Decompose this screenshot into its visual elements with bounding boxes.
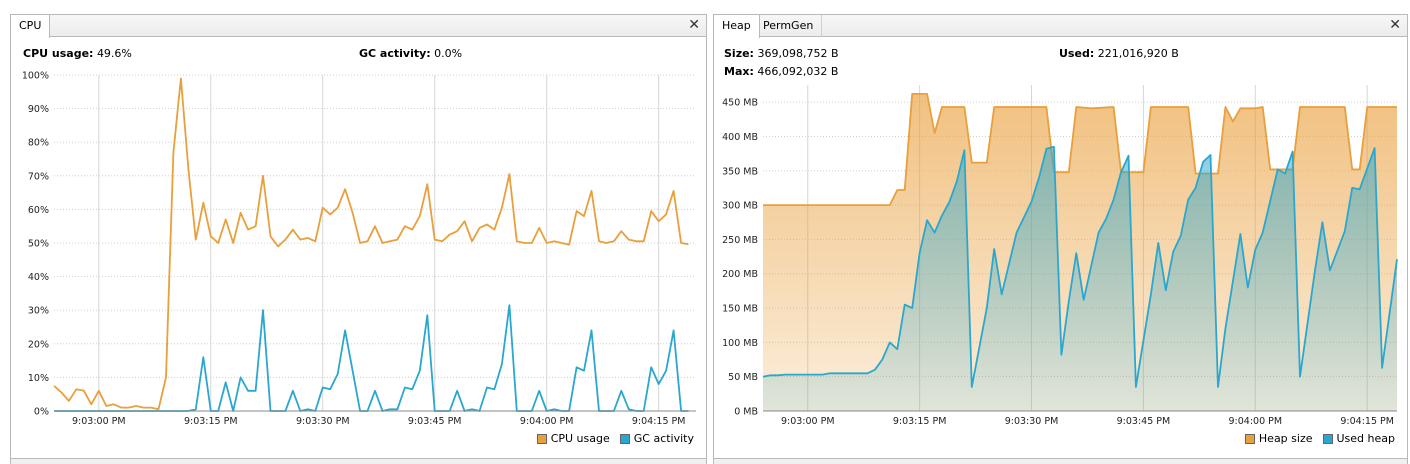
x-tick-label: 9:04:15 PM	[632, 416, 686, 425]
y-tick-label: 100 MB	[722, 338, 758, 349]
y-tick-label: 60%	[28, 205, 49, 216]
cpu-panel: CPU ✕ CPU usage: 49.6% GC activity: 0.0%…	[10, 14, 707, 464]
legend-cpu-usage: CPU usage	[536, 432, 610, 445]
cpu-tab-bar: CPU ✕	[11, 15, 706, 38]
cpu-chart: 9:03:00 PM 9:03:15 PM 9:03:30 PM 9:03:45 PM…	[22, 71, 696, 425]
y-tick-label: 0 MB	[734, 407, 758, 418]
cpu-usage-stat: CPU usage: 49.6%	[23, 47, 132, 60]
y-tick-label: 50%	[28, 239, 49, 250]
y-tick-label: 30%	[28, 306, 49, 317]
tab-cpu[interactable]: CPU	[11, 15, 51, 38]
y-tick-label: 300 MB	[722, 201, 758, 212]
heap-used-stat: Used: 221,016,920 B	[1059, 47, 1179, 60]
x-tick-label: 9:03:45 PM	[408, 416, 462, 425]
heap-used-label: Used:	[1059, 47, 1095, 60]
legend-used-heap-label: Used heap	[1336, 432, 1396, 445]
bottom-panel-edge-left	[10, 458, 707, 464]
cpu-usage-label: CPU usage:	[23, 47, 94, 60]
heap-size-swatch	[1244, 433, 1255, 444]
gc-activity-label: GC activity:	[359, 47, 431, 60]
heap-size-value: 369,098,752 B	[757, 47, 839, 60]
y-tick-label: 100%	[22, 71, 49, 82]
gc-activity-swatch	[619, 433, 630, 444]
x-tick-label: 9:03:45 PM	[1117, 416, 1171, 425]
gc-activity-stat: GC activity: 0.0%	[359, 47, 462, 60]
y-tick-label: 70%	[28, 171, 49, 182]
tab-permgen[interactable]: PermGen	[755, 15, 823, 37]
cpu-usage-value: 49.6%	[96, 47, 132, 60]
y-tick-label: 10%	[28, 373, 49, 384]
legend-used-heap: Used heap	[1322, 432, 1396, 445]
x-tick-label: 9:04:00 PM	[520, 416, 574, 425]
heap-panel: Heap PermGen ✕ Size: 369,098,752 B Used:…	[713, 14, 1408, 464]
heap-legend: Heap size Used heap	[1239, 432, 1395, 445]
x-tick-label: 9:03:30 PM	[1005, 416, 1059, 425]
used-heap-line	[762, 145, 1398, 388]
y-tick-label: 40%	[28, 272, 49, 283]
gc-activity-value: 0.0%	[434, 47, 463, 60]
heap-max-value: 466,092,032 B	[757, 65, 839, 78]
x-tick-label: 9:04:15 PM	[1340, 416, 1394, 425]
heap-size-label: Size:	[724, 47, 754, 60]
tab-heap[interactable]: Heap	[714, 15, 760, 38]
y-tick-label: 50 MB	[728, 372, 758, 383]
heap-max-label: Max:	[724, 65, 754, 78]
y-tick-label: 80%	[28, 138, 49, 149]
bottom-panel-edge-right	[713, 458, 1408, 464]
x-tick-label: 9:03:00 PM	[781, 416, 835, 425]
x-tick-label: 9:04:00 PM	[1228, 416, 1282, 425]
legend-heap-size: Heap size	[1244, 432, 1313, 445]
x-tick-label: 9:03:15 PM	[893, 416, 947, 425]
y-tick-label: 200 MB	[722, 269, 758, 280]
heap-max-stat: Max: 466,092,032 B	[724, 65, 838, 78]
legend-gc-activity: GC activity	[619, 432, 694, 445]
y-tick-label: 20%	[28, 339, 49, 350]
y-tick-label: 90%	[28, 104, 49, 115]
x-tick-label: 9:03:00 PM	[72, 416, 126, 425]
y-tick-label: 400 MB	[722, 132, 758, 143]
legend-heap-size-label: Heap size	[1258, 432, 1313, 445]
x-tick-label: 9:03:15 PM	[184, 416, 238, 425]
y-tick-label: 250 MB	[722, 235, 758, 246]
legend-cpu-usage-label: CPU usage	[550, 432, 610, 445]
heap-size-stat: Size: 369,098,752 B	[724, 47, 839, 60]
y-tick-label: 450 MB	[722, 98, 758, 109]
x-tick-label: 9:03:30 PM	[296, 416, 350, 425]
used-heap-swatch	[1322, 433, 1333, 444]
legend-gc-activity-label: GC activity	[633, 432, 694, 445]
close-icon[interactable]: ✕	[1389, 17, 1401, 33]
y-tick-label: 150 MB	[722, 304, 758, 315]
cpu-usage-line	[53, 77, 689, 411]
heap-tab-bar: Heap PermGen ✕	[714, 15, 1407, 38]
heap-used-value: 221,016,920 B	[1097, 47, 1179, 60]
close-icon[interactable]: ✕	[688, 17, 700, 33]
heap-chart: 9:03:00 PM 9:03:15 PM 9:03:30 PM 9:03:45 PM…	[722, 85, 1398, 425]
cpu-legend: CPU usage GC activity	[531, 432, 694, 445]
y-tick-label: 350 MB	[722, 166, 758, 177]
y-tick-label: 0%	[34, 407, 49, 418]
cpu-usage-swatch	[536, 433, 547, 444]
